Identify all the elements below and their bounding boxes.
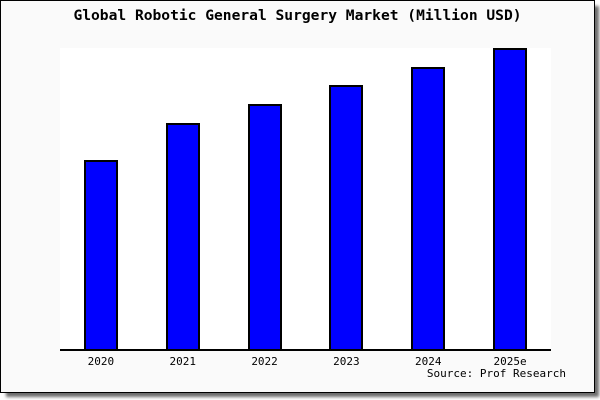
chart-frame: Global Robotic General Surgery Market (M… <box>0 0 595 393</box>
bar-2022 <box>247 104 282 349</box>
plot-area <box>60 48 551 351</box>
x-axis-label-2024: 2024 <box>414 355 442 368</box>
bar-slot-2022 <box>224 48 306 349</box>
bar-2025e <box>493 48 528 349</box>
bar-2023 <box>329 85 364 349</box>
chart-title: Global Robotic General Surgery Market (M… <box>73 7 522 24</box>
x-axis-label-2021: 2021 <box>169 355 196 368</box>
bar-slot-2023 <box>305 48 387 349</box>
x-axis-label-2025e: 2025e <box>493 355 527 368</box>
bar-slot-2021 <box>142 48 224 349</box>
bar-2024 <box>411 67 446 349</box>
source-note: Source: Prof Research <box>426 367 566 380</box>
bar-slot-2025e <box>469 48 551 349</box>
x-axis-labels: 2020 2021 2022 2023 2024 2025e <box>60 355 551 368</box>
bar-2021 <box>165 123 200 349</box>
x-axis-label-2023: 2023 <box>333 355 360 368</box>
x-axis-label-2020: 2020 <box>87 355 115 368</box>
bar-slot-2020 <box>60 48 142 349</box>
bar-2020 <box>83 160 118 349</box>
bar-slot-2024 <box>387 48 469 349</box>
x-axis-label-2022: 2022 <box>251 355 278 368</box>
